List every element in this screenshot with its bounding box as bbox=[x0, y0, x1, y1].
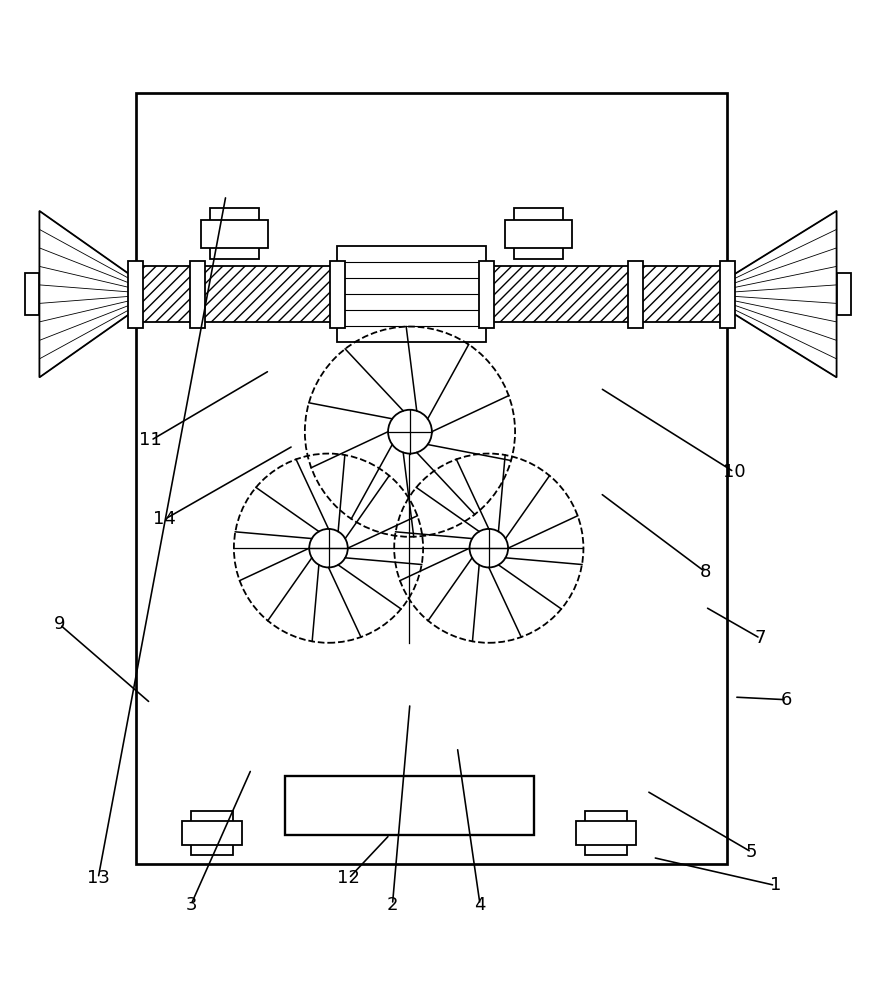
Text: 8: 8 bbox=[700, 563, 710, 581]
Text: 2: 2 bbox=[386, 896, 399, 914]
Text: 4: 4 bbox=[474, 896, 486, 914]
Bar bbox=[514, 208, 563, 259]
Text: 3: 3 bbox=[185, 896, 197, 914]
Bar bbox=[479, 261, 494, 328]
Bar bbox=[337, 246, 486, 342]
Bar bbox=[627, 261, 643, 328]
Text: 1: 1 bbox=[770, 876, 781, 894]
Bar bbox=[210, 208, 259, 259]
Bar bbox=[837, 273, 851, 315]
Bar bbox=[505, 220, 572, 248]
Text: 5: 5 bbox=[745, 843, 758, 861]
Bar bbox=[285, 776, 534, 835]
Bar bbox=[136, 266, 337, 322]
Polygon shape bbox=[727, 211, 837, 377]
Text: 10: 10 bbox=[723, 463, 745, 481]
Bar bbox=[576, 821, 636, 845]
Bar bbox=[585, 811, 627, 855]
Text: 14: 14 bbox=[153, 510, 176, 528]
Bar bbox=[720, 261, 734, 328]
Bar bbox=[329, 261, 345, 328]
Text: 12: 12 bbox=[337, 869, 360, 887]
Bar bbox=[128, 261, 143, 328]
Bar bbox=[189, 261, 204, 328]
Bar bbox=[182, 821, 242, 845]
Text: 7: 7 bbox=[754, 629, 766, 647]
Text: 11: 11 bbox=[139, 431, 162, 449]
Bar bbox=[25, 273, 39, 315]
Text: 9: 9 bbox=[53, 615, 66, 633]
Bar bbox=[191, 811, 233, 855]
Bar bbox=[486, 266, 727, 322]
Bar bbox=[201, 220, 268, 248]
Bar bbox=[136, 93, 727, 864]
Text: 13: 13 bbox=[87, 869, 110, 887]
Text: 6: 6 bbox=[781, 691, 792, 709]
Polygon shape bbox=[39, 211, 136, 377]
